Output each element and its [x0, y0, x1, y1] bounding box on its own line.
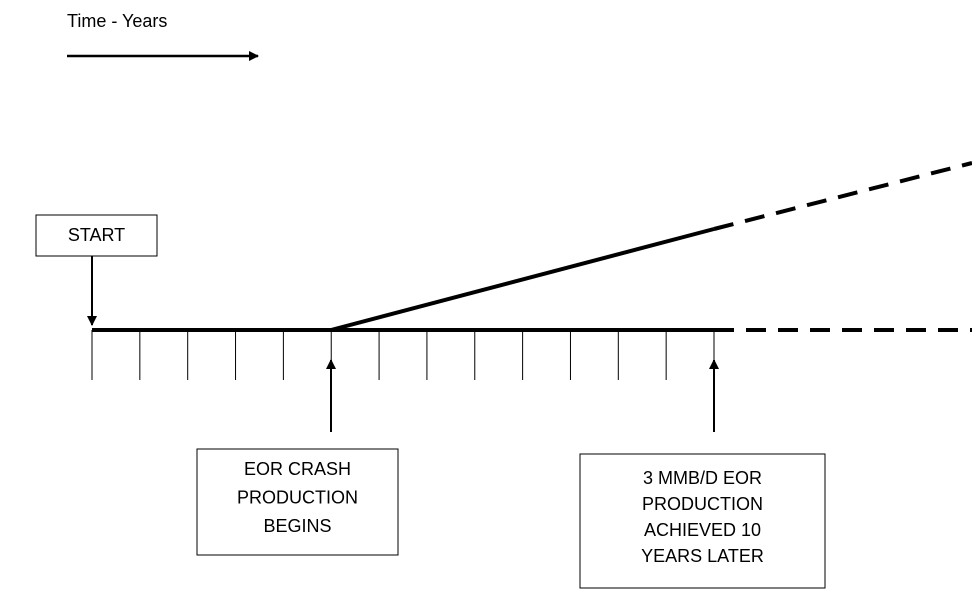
production-extension	[713, 161, 972, 231]
milestone-text: PRODUCTION	[237, 487, 358, 507]
milestone-text: BEGINS	[263, 516, 331, 536]
milestone-box	[579, 453, 826, 589]
milestone-text: PRODUCTION	[642, 494, 763, 514]
milestone-text: YEARS LATER	[641, 546, 764, 566]
production-line	[330, 227, 715, 332]
start-label: START	[68, 225, 125, 245]
milestone-box	[196, 448, 399, 556]
milestone-text: ACHIEVED 10	[644, 520, 761, 540]
milestone-text: EOR CRASH	[244, 459, 351, 479]
start-box	[35, 214, 158, 257]
time-label: Time - Years	[67, 11, 167, 31]
ticks	[91, 330, 715, 380]
milestone-text: 3 MMB/D EOR	[643, 468, 762, 488]
